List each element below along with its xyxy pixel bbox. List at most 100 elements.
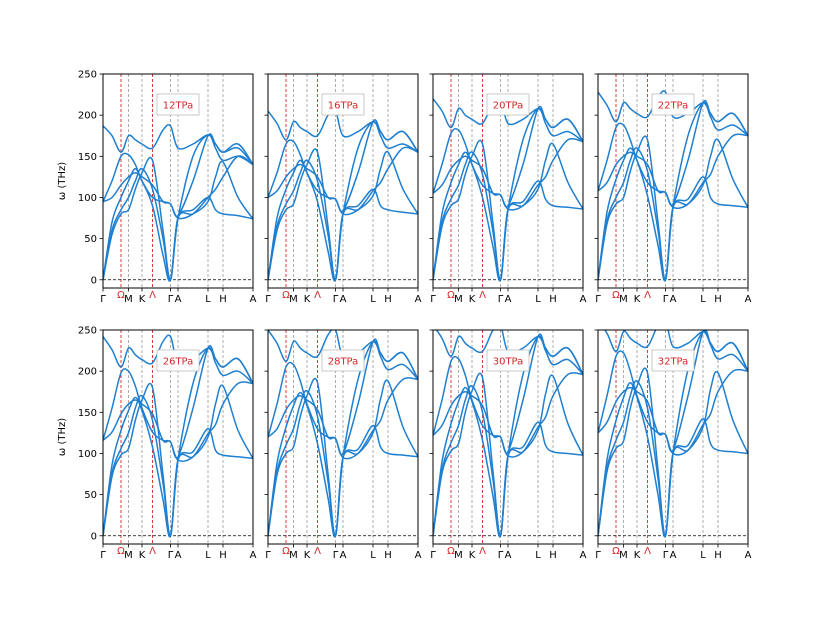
pressure-label: 16TPa: [328, 101, 359, 112]
special-label-1: Λ: [314, 290, 321, 301]
x-tick-label-0: Γ: [265, 550, 271, 561]
x-tick-label-0: Γ: [100, 550, 106, 561]
x-tick-label-1: M: [289, 550, 298, 561]
x-tick-label-3: Γ: [168, 294, 174, 305]
y-tick-label-5: 250: [78, 326, 97, 337]
y-tick-label-2: 100: [78, 193, 97, 204]
pressure-label: 28TPa: [328, 357, 359, 368]
band-TO1: [598, 368, 748, 456]
special-label-1: Λ: [149, 546, 156, 557]
x-tick-label-0: Γ: [265, 294, 271, 305]
x-tick-label-5: L: [535, 550, 541, 561]
special-label-1: Λ: [314, 546, 321, 557]
x-tick-label-7: A: [415, 294, 422, 305]
pressure-label: 22TPa: [658, 101, 689, 112]
pressure-label: 20TPa: [493, 101, 524, 112]
special-label-1: Λ: [644, 290, 651, 301]
x-tick-label-0: Γ: [430, 294, 436, 305]
pressure-box: [321, 349, 365, 372]
pressure-box: [651, 93, 695, 116]
band-TO1: [103, 381, 253, 462]
x-tick-label-2: K: [304, 550, 311, 561]
band-LA: [268, 120, 418, 282]
x-tick-label-4: A: [340, 550, 347, 561]
pressure-box: [486, 93, 530, 116]
band-TA2: [598, 370, 748, 537]
x-tick-label-0: Γ: [100, 294, 106, 305]
x-tick-label-2: K: [304, 294, 311, 305]
special-label-1: Λ: [479, 546, 486, 557]
x-tick-label-7: A: [415, 550, 422, 561]
bands: [268, 108, 418, 282]
x-tick-label-3: Γ: [168, 550, 174, 561]
special-label-0: Ω: [612, 546, 620, 557]
band-LA: [598, 330, 748, 538]
x-tick-label-3: Γ: [498, 550, 504, 561]
x-tick-label-7: A: [745, 550, 752, 561]
x-tick-label-4: A: [670, 550, 677, 561]
band-LO: [103, 123, 253, 166]
x-tick-label-3: Γ: [663, 294, 669, 305]
y-tick-label-2: 100: [78, 449, 97, 460]
x-tick-label-6: H: [549, 294, 557, 305]
band-TA2: [433, 142, 583, 281]
x-tick-label-5: L: [700, 294, 706, 305]
x-tick-label-4: A: [505, 294, 512, 305]
x-tick-label-5: L: [370, 294, 376, 305]
y-tick-label-4: 200: [78, 367, 97, 378]
y-tick-label-1: 50: [84, 234, 97, 245]
x-tick-label-5: L: [205, 294, 211, 305]
x-tick-label-2: K: [634, 550, 641, 561]
x-tick-label-0: Γ: [595, 294, 601, 305]
special-label-1: Λ: [479, 290, 486, 301]
x-tick-label-1: M: [124, 294, 133, 305]
x-tick-label-5: L: [700, 550, 706, 561]
pressure-label: 30TPa: [493, 357, 524, 368]
special-label-0: Ω: [447, 546, 455, 557]
y-tick-label-3: 150: [78, 408, 97, 419]
pressure-box: [156, 349, 200, 372]
y-tick-label-5: 250: [78, 70, 97, 81]
x-tick-label-4: A: [340, 294, 347, 305]
special-label-0: Ω: [117, 546, 125, 557]
x-tick-label-0: Γ: [430, 550, 436, 561]
band-TA2: [433, 374, 583, 537]
x-tick-label-7: A: [745, 294, 752, 305]
bands: [103, 123, 253, 282]
x-tick-label-6: H: [384, 294, 392, 305]
y-tick-label-0: 0: [91, 275, 97, 286]
x-tick-label-1: M: [454, 294, 463, 305]
x-tick-label-6: H: [714, 294, 722, 305]
pressure-box: [486, 349, 530, 372]
x-tick-label-3: Γ: [333, 550, 339, 561]
band-LA: [598, 101, 748, 282]
band-TA2: [268, 150, 418, 281]
x-tick-label-1: M: [289, 294, 298, 305]
y-tick-label-1: 50: [84, 490, 97, 501]
bands: [598, 330, 748, 538]
x-tick-label-5: L: [535, 294, 541, 305]
special-label-0: Ω: [117, 290, 125, 301]
x-tick-label-2: K: [469, 294, 476, 305]
band-LO: [604, 330, 748, 372]
x-tick-label-6: H: [219, 294, 227, 305]
band-LO: [598, 90, 748, 137]
x-tick-label-6: H: [714, 550, 722, 561]
y-tick-label-4: 200: [78, 111, 97, 122]
pressure-box: [156, 93, 200, 116]
bands: [598, 90, 748, 282]
x-tick-label-5: L: [370, 550, 376, 561]
x-tick-label-6: H: [219, 550, 227, 561]
x-tick-label-4: A: [670, 294, 677, 305]
pressure-label: 12TPa: [163, 101, 194, 112]
pressure-box: [651, 349, 695, 372]
x-tick-label-4: A: [175, 550, 182, 561]
band-LA: [103, 346, 253, 538]
bands: [103, 334, 253, 538]
